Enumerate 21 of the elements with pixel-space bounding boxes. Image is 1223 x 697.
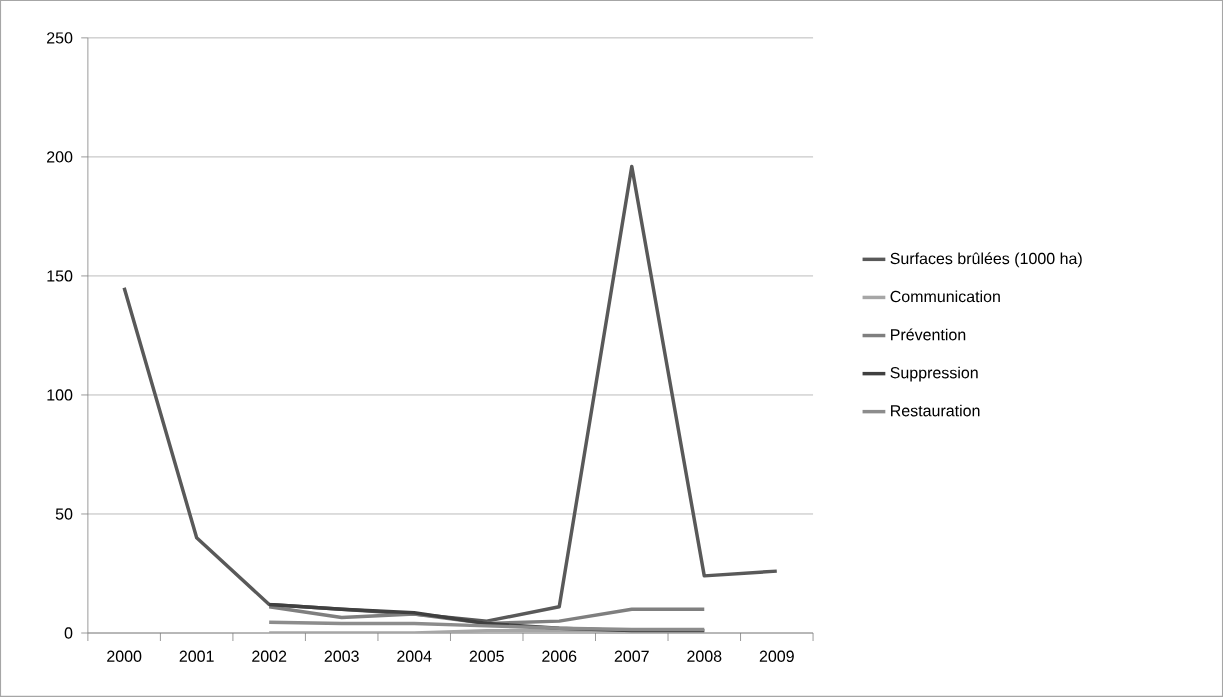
y-tick-label: 0 xyxy=(64,627,73,639)
legend-label: Surfaces brûlées (1000 ha) xyxy=(890,252,1082,268)
x-tick-label: 2002 xyxy=(252,650,287,662)
x-tick-label: 2009 xyxy=(759,650,794,662)
y-tick-label: 100 xyxy=(47,389,73,401)
y-tick-label: 150 xyxy=(47,270,73,282)
legend-label: Restauration xyxy=(891,404,980,417)
x-tick-label: 2007 xyxy=(614,650,649,662)
y-tick-label: 250 xyxy=(47,32,73,44)
x-tick-label: 2004 xyxy=(397,650,432,662)
y-tick-label: 200 xyxy=(47,151,73,163)
legend-label: Communication xyxy=(890,290,1000,303)
legend-label: Prévention xyxy=(891,328,966,341)
y-tick-label: 50 xyxy=(55,508,73,520)
x-tick-label: 2003 xyxy=(324,650,359,662)
legend-label: Suppression xyxy=(890,366,978,382)
x-tick-label: 2005 xyxy=(469,650,504,662)
x-tick-label: 2006 xyxy=(542,650,577,662)
x-tick-label: 2000 xyxy=(107,650,142,662)
x-tick-label: 2001 xyxy=(179,650,214,662)
x-tick-label: 2008 xyxy=(687,650,722,662)
